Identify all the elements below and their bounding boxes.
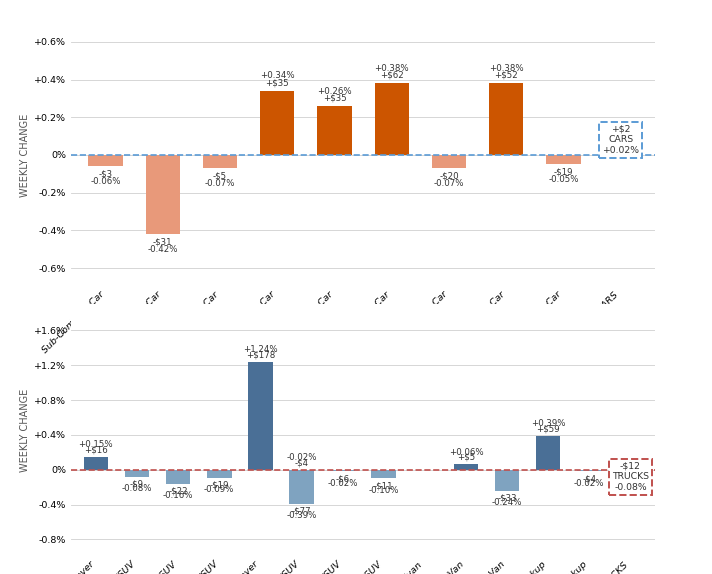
Text: -$22: -$22 [168,486,188,495]
Text: -0.10%: -0.10% [368,486,399,495]
Text: -0.24%: -0.24% [492,498,523,507]
Y-axis label: WEEKLY CHANGE: WEEKLY CHANGE [20,113,30,197]
Bar [166,470,190,484]
Text: -0.09%: -0.09% [204,486,234,494]
Text: +$2
CARS
+0.02%: +$2 CARS +0.02% [602,125,639,155]
Text: -$4: -$4 [294,458,308,467]
Text: +$59: +$59 [536,424,560,433]
Text: -0.08%: -0.08% [122,484,152,494]
Text: -$19: -$19 [209,480,229,489]
Text: +0.38%: +0.38% [375,64,409,73]
Text: -$33: -$33 [497,493,517,502]
Text: -0.02%: -0.02% [574,479,604,488]
Bar [318,106,352,155]
Text: +1.24%: +1.24% [243,345,278,354]
Text: +$178: +$178 [246,350,275,359]
Text: -$5: -$5 [213,172,227,181]
Text: +0.26%: +0.26% [317,87,352,96]
Text: +0.06%: +0.06% [449,448,483,457]
Text: +$52: +$52 [494,71,518,80]
Bar [125,470,150,476]
Bar [289,470,314,503]
Text: +$35: +$35 [323,94,346,103]
Bar [372,470,396,478]
Text: +$35: +$35 [266,79,289,87]
Text: -$6: -$6 [335,474,350,483]
Bar [577,470,602,471]
Bar [546,155,580,164]
Text: +$62: +$62 [380,71,404,80]
Text: -$31: -$31 [153,238,172,247]
Text: -$20: -$20 [439,172,459,181]
Text: -0.42%: -0.42% [147,245,178,254]
Text: -$3: -$3 [98,170,112,179]
Bar [375,83,409,155]
Text: +0.34%: +0.34% [260,72,295,80]
Text: -$4: -$4 [582,474,597,483]
Text: -0.02%: -0.02% [328,479,358,488]
Bar [454,464,478,470]
Text: -0.07%: -0.07% [205,179,235,188]
Text: -0.06%: -0.06% [90,177,121,185]
Bar [431,155,466,168]
Bar [207,470,231,478]
Bar [489,83,523,155]
Bar [330,470,355,471]
Text: -0.05%: -0.05% [548,174,579,184]
Text: +$5: +$5 [457,453,475,462]
Bar [203,155,237,168]
Text: -$19: -$19 [554,168,573,177]
Text: -0.02%: -0.02% [286,453,317,462]
Text: +0.15%: +0.15% [78,440,113,449]
Bar [146,155,180,234]
Text: +0.38%: +0.38% [489,64,523,73]
Bar [248,362,273,470]
Text: -$12
TRUCKS
-0.08%: -$12 TRUCKS -0.08% [612,461,649,491]
Text: -$77: -$77 [292,506,311,515]
Text: -0.39%: -0.39% [286,511,317,521]
Text: -$9: -$9 [130,479,144,488]
Text: +$16: +$16 [84,445,108,454]
Bar [536,436,560,470]
Text: -0.16%: -0.16% [163,491,194,501]
Text: -0.07%: -0.07% [434,179,464,188]
Text: -$11: -$11 [374,481,394,490]
Y-axis label: WEEKLY CHANGE: WEEKLY CHANGE [20,389,30,472]
Bar [88,155,122,166]
Bar [83,457,108,470]
Bar [260,91,295,155]
Bar [495,470,519,491]
Text: +0.39%: +0.39% [531,419,565,428]
